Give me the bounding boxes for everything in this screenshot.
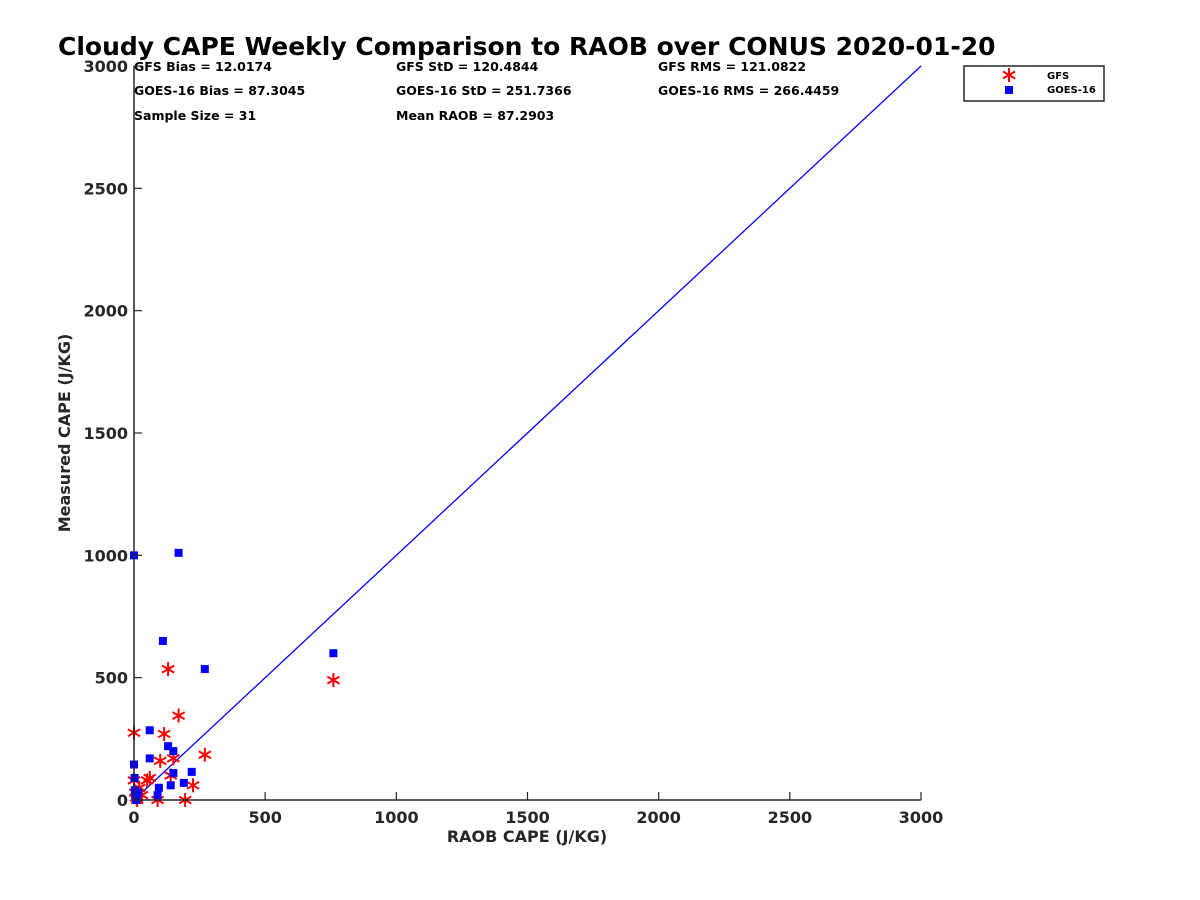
y-tick-label-6: 3000: [83, 57, 128, 76]
x-ticks: 0 500 1000 1500 2000 2500 3000: [128, 792, 943, 827]
legend-goes16-label: GOES-16: [1047, 85, 1096, 96]
gfs-point-18: [198, 747, 212, 762]
y-tick-label-1: 500: [95, 669, 128, 688]
goes16-point-15: [169, 747, 178, 756]
legend-gfs-marker: [1002, 68, 1016, 82]
stat-r1-c2: GOES-16 RMS = 266.4459: [658, 83, 839, 98]
stat-r2-c1: Mean RAOB = 87.2903: [396, 108, 554, 123]
legend-box: [963, 65, 1105, 102]
x-tick-label-0: 0: [128, 808, 139, 827]
gfs-point-12: [161, 662, 175, 677]
stat-r2-c0: Sample Size = 31: [134, 108, 256, 123]
stats-panel: GFS Bias = 12.0174 GFS StD = 120.4844 GFS …: [134, 59, 839, 123]
gfs-point-8: [143, 770, 157, 785]
goes16-point-11: [154, 783, 163, 792]
goes16-point-12: [158, 636, 167, 645]
x-tick-label-3: 1500: [505, 808, 550, 827]
gfs-point-11: [157, 726, 171, 741]
gfs-point-19: [326, 673, 340, 688]
y-tick-label-0: 0: [117, 791, 128, 810]
goes16-point-16: [169, 769, 178, 778]
legend: GFS GOES-16: [963, 65, 1105, 102]
goes16-point-21: [329, 649, 338, 658]
y-ticks: 0 500 1000 1500 2000 2500 3000: [83, 57, 142, 810]
stat-r0-c0: GFS Bias = 12.0174: [134, 59, 272, 74]
goes16-point-18: [179, 778, 188, 787]
y-tick-label-5: 2500: [83, 179, 128, 198]
reference-line: [133, 65, 922, 801]
x-tick-label-5: 2500: [768, 808, 813, 827]
goes16-point-7: [133, 788, 142, 797]
goes16-point-14: [166, 781, 175, 790]
legend-goes16-marker: [1005, 86, 1013, 94]
gfs-point-17: [186, 778, 200, 793]
stat-r0-c1: GFS StD = 120.4844: [396, 59, 539, 74]
goes16-point-9: [145, 754, 154, 763]
x-axis-label: RAOB CAPE (J/KG): [447, 827, 607, 846]
x-tick-label-1: 500: [248, 808, 281, 827]
y-tick-label-2: 1000: [83, 546, 128, 565]
x-tick-label-4: 2000: [636, 808, 681, 827]
legend-gfs-asterisk: [1002, 68, 1016, 82]
x-tick-label-2: 1000: [374, 808, 419, 827]
chart-title: Cloudy CAPE Weekly Comparison to RAOB ov…: [58, 32, 996, 61]
goes16-point-8: [145, 726, 154, 735]
x-tick-label-6: 3000: [899, 808, 944, 827]
goes16-point-20: [200, 665, 209, 674]
stat-r1-c1: GOES-16 StD = 251.7366: [396, 83, 572, 98]
gfs-point-15: [172, 708, 186, 723]
goes16-point-17: [174, 548, 183, 557]
goes16-point-13: [164, 742, 173, 751]
stat-r1-c0: GOES-16 Bias = 87.3045: [134, 83, 305, 98]
y-tick-label-4: 2000: [83, 302, 128, 321]
legend-gfs-label: GFS: [1047, 71, 1069, 82]
y-tick-label-3: 1500: [83, 424, 128, 443]
goes16-point-10: [153, 791, 162, 800]
y-axis-label: Measured CAPE (J/KG): [55, 334, 74, 533]
goes16-point-19: [187, 767, 196, 776]
gfs-point-10: [153, 753, 167, 768]
stat-r0-c2: GFS RMS = 121.0822: [658, 59, 806, 74]
